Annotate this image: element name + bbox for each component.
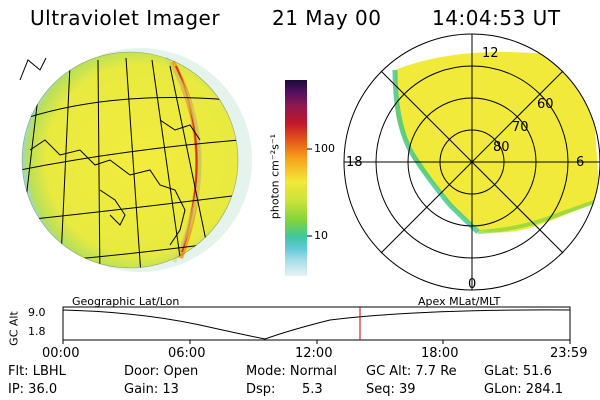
colorbar-tick-100: 100 <box>314 142 335 155</box>
mode-info: Mode: Normal <box>246 364 337 379</box>
mlat-label-70: 70 <box>512 120 529 135</box>
timeline-xtick-0000: 00:00 <box>42 346 80 361</box>
timeline-xtick-1800: 18:00 <box>421 346 459 361</box>
colorbar-tick-10: 10 <box>314 229 328 242</box>
colorbar <box>285 80 307 276</box>
timeline-left-label: Geographic Lat/Lon <box>72 295 180 308</box>
timeline-ytick-top: 9.0 <box>28 306 46 319</box>
filter-info: Flt: LBHL <box>8 364 66 379</box>
glon-info: GLon: 284.1 <box>484 382 564 397</box>
mlt-label-18: 18 <box>346 155 363 170</box>
mlat-label-80: 80 <box>493 140 510 155</box>
gcalt-info: GC Alt: 7.7 Re <box>366 364 457 379</box>
date-label: 21 May 00 <box>272 6 382 30</box>
mlat-label-60: 60 <box>537 97 554 112</box>
mlt-label-12: 12 <box>482 46 499 61</box>
seq-info: Seq: 39 <box>366 382 416 397</box>
door-info: Door: Open <box>124 364 199 379</box>
timeline-xtick-2359: 23:59 <box>550 346 588 361</box>
timeline-ytick-bottom: 1.8 <box>28 325 46 338</box>
dsp-label: Dsp: <box>246 382 276 397</box>
timeline-xtick-1200: 12:00 <box>295 346 333 361</box>
gain-info: Gain: 13 <box>124 382 179 397</box>
ip-info: IP: 36.0 <box>8 382 58 397</box>
instrument-title: Ultraviolet Imager <box>30 6 221 30</box>
dsp-value: 5.3 <box>302 382 323 397</box>
time-label: 14:04:53 UT <box>432 6 561 30</box>
timeline-right-label: Apex MLat/MLT <box>418 295 501 308</box>
mlt-label-6: 6 <box>576 155 585 170</box>
mlt-label-0: 0 <box>468 277 477 292</box>
timeline-xtick-0600: 06:00 <box>168 346 206 361</box>
glat-info: GLat: 51.6 <box>484 364 552 379</box>
